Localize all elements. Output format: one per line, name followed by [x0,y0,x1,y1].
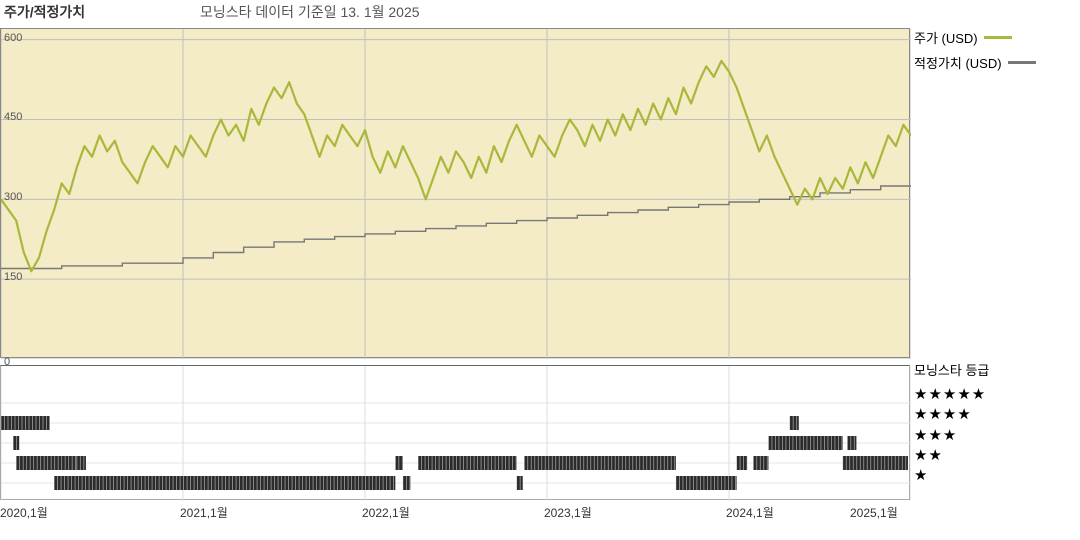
legend-swatch-fair [1008,61,1036,64]
legend-item-price: 주가 (USD) [914,28,1079,47]
legend-item-fair: 적정가치 (USD) [914,53,1079,72]
price-chart [0,28,910,358]
y-tick-label: 150 [4,271,22,283]
rating-legend-row: ★★ [914,446,1079,466]
rating-legend-title: 모닝스타 등급 [914,360,1079,379]
y-tick-label: 450 [4,111,22,123]
x-tick-label: 2020,1월 [0,504,48,521]
x-tick-label: 2024,1월 [726,504,774,521]
chart-title: 주가/적정가치 [4,2,85,22]
header-row: 주가/적정가치 모닝스타 데이터 기준일 13. 1월 2025 [0,2,1080,24]
y-tick-label: 0 [4,356,10,368]
legend-label-fair: 적정가치 (USD) [914,53,1002,72]
legend: 주가 (USD) 적정가치 (USD) [914,28,1079,78]
x-tick-label: 2022,1월 [362,504,410,521]
rating-legend-row: ★★★★★ [914,385,1079,405]
rating-chart [0,365,910,500]
x-tick-label: 2023,1월 [544,504,592,521]
y-tick-label: 600 [4,32,22,44]
rating-legend: 모닝스타 등급 ★★★★★★★★★★★★★★★ [914,360,1079,486]
y-tick-label: 300 [4,191,22,203]
rating-legend-row: ★★★★ [914,405,1079,425]
chart-subtitle: 모닝스타 데이터 기준일 13. 1월 2025 [200,2,420,22]
rating-legend-row: ★ [914,466,1079,486]
x-tick-label: 2025,1월 [850,504,898,521]
rating-legend-row: ★★★ [914,426,1079,446]
legend-swatch-price [984,36,1012,39]
x-tick-label: 2021,1월 [180,504,228,521]
legend-label-price: 주가 (USD) [914,28,978,47]
x-axis: 2020,1월 2021,1월 2022,1월 2023,1월 2024,1월 2025,… [0,504,910,524]
